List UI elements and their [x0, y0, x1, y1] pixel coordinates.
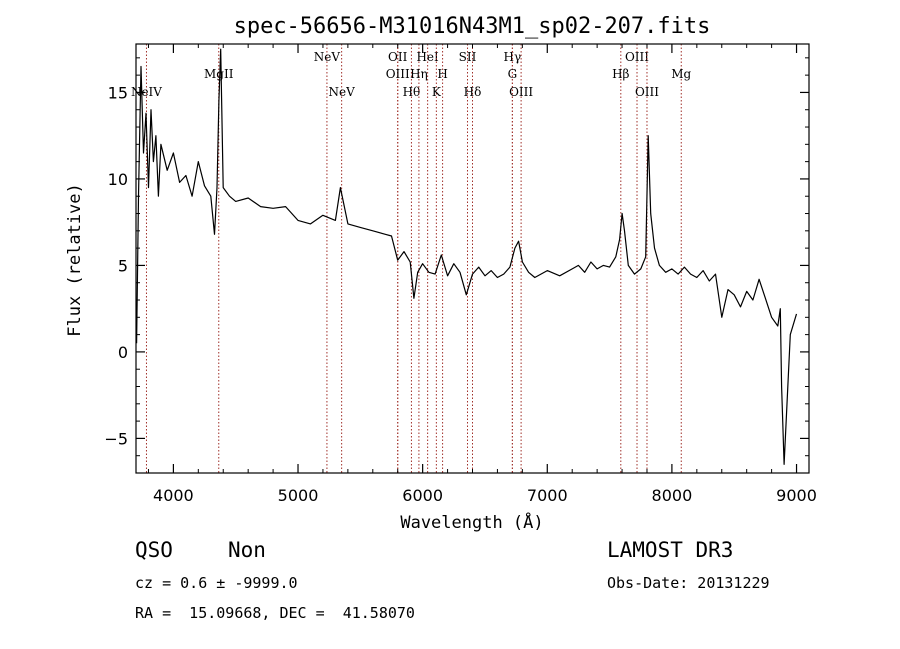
- marker-label-11: SII: [459, 50, 477, 64]
- x-axis: 4000 5000 6000 7000 8000 9000: [147, 44, 817, 505]
- y-tick-label-1: 0: [118, 343, 128, 362]
- x-tick-label-7000: 7000: [527, 486, 568, 505]
- y-tick-label-4: 15: [108, 83, 128, 102]
- chart-title: spec-56656-M31016N43M1_sp02-207.fits: [234, 14, 711, 39]
- marker-label-2: NeV: [314, 50, 341, 64]
- x-tick-label-8000: 8000: [652, 486, 693, 505]
- y-axis: −5 0 5 10 15: [104, 57, 809, 457]
- marker-label-17: OIII: [625, 50, 649, 64]
- marker-label-10: H: [437, 67, 447, 81]
- y-tick-label-3: 10: [108, 170, 128, 189]
- marker-label-14: G: [508, 67, 518, 81]
- x-tick-label-4000: 4000: [153, 486, 194, 505]
- survey-name: LAMOST DR3: [607, 538, 734, 562]
- coordinates-readout: RA = 15.09668, DEC = 41.58070: [135, 604, 415, 622]
- marker-label-16: Hβ: [612, 67, 629, 81]
- y-axis-label: Flux (relative): [65, 183, 85, 337]
- marker-label-18: OIII: [635, 85, 659, 99]
- marker-label-3: NeV: [328, 85, 355, 99]
- x-tick-label-6000: 6000: [402, 486, 443, 505]
- marker-label-5: OIII: [386, 67, 410, 81]
- object-subclass: Non: [228, 538, 266, 562]
- marker-label-15: OIII: [509, 85, 533, 99]
- marker-label-0: NeIV: [131, 85, 162, 99]
- redshift-readout: cz = 0.6 ± -9999.0: [135, 574, 298, 592]
- x-axis-label: Wavelength (Å): [400, 511, 543, 533]
- marker-label-12: Hδ: [464, 85, 482, 99]
- spectrum-line: [136, 48, 798, 465]
- marker-label-6: Hθ: [403, 85, 421, 99]
- observation-date: Obs-Date: 20131229: [607, 574, 770, 592]
- x-tick-label-9000: 9000: [776, 486, 817, 505]
- marker-label-19: Mg: [671, 67, 691, 81]
- marker-label-13: Hγ: [504, 50, 522, 64]
- emission-line-markers: NeIV MgII NeV NeV OII OIII Hθ Hη HeI KH SII Hδ Hγ G OI…: [131, 44, 692, 473]
- y-tick-label-2: 5: [118, 256, 128, 275]
- x-tick-label-5000: 5000: [278, 486, 319, 505]
- marker-label-8: HeI: [416, 50, 439, 64]
- marker-label-9: K: [432, 85, 442, 99]
- marker-label-1: MgII: [204, 67, 234, 81]
- marker-label-4: OII: [388, 50, 408, 64]
- spectrum-chart: spec-56656-M31016N43M1_sp02-207.fits NeI…: [65, 14, 817, 533]
- y-tick-label-0: −5: [104, 429, 128, 448]
- marker-label-7: Hη: [410, 67, 428, 81]
- object-class: QSO: [135, 538, 173, 562]
